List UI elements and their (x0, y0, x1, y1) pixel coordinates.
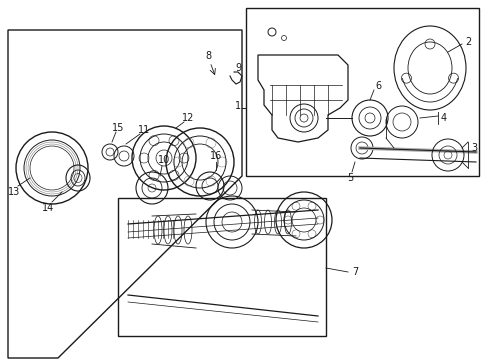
Text: 5: 5 (346, 173, 352, 183)
Text: 9: 9 (234, 63, 241, 73)
Text: 4: 4 (440, 113, 446, 123)
Text: 15: 15 (112, 123, 124, 133)
Text: 11: 11 (138, 125, 150, 135)
Text: 7: 7 (351, 267, 357, 277)
Text: 3: 3 (470, 143, 476, 153)
Text: 12: 12 (182, 113, 194, 123)
Text: 14: 14 (42, 203, 54, 213)
Text: 16: 16 (209, 151, 222, 161)
Text: 13: 13 (8, 187, 20, 197)
Text: 6: 6 (374, 81, 380, 91)
Text: 8: 8 (204, 51, 211, 61)
Bar (245, 8, 478, 176)
Text: 1: 1 (234, 101, 241, 111)
Bar (118, 198, 325, 336)
Text: 10: 10 (158, 155, 170, 165)
Text: 2: 2 (464, 37, 470, 47)
